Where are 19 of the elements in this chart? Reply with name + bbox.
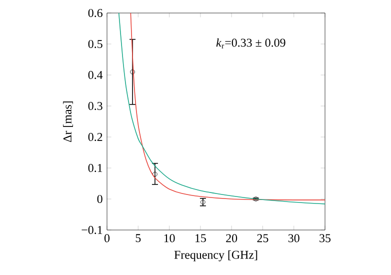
y-tick-label: 0.5 (88, 40, 102, 48)
x-axis-title: Frequency [GHz] (174, 250, 258, 262)
y-tick-label: 0.6 (88, 8, 102, 18)
y-tick-label: 0 (97, 194, 102, 204)
y-tick-label: 0.3 (88, 102, 102, 110)
x-tick-label: 0 (104, 234, 110, 242)
x-tick-label: 5 (136, 234, 141, 242)
x-tick-label: 10 (164, 234, 175, 242)
y-tick-label: 0.1 (88, 164, 102, 172)
y-tick-label: 0.4 (88, 70, 103, 80)
x-tick-label: 35 (320, 234, 331, 242)
x-tick-label: 30 (288, 234, 300, 242)
annotation: k$_{r}$=0.33 ± 0.09 (216, 38, 286, 48)
x-tick-label: 20 (226, 234, 238, 242)
x-tick-label: 15 (196, 234, 206, 242)
x-tick-label: 25 (257, 234, 268, 242)
y-axis-title: Δr [mas] (63, 101, 73, 142)
y-tick-label: 0.2 (88, 132, 102, 142)
y-tick-label: −0.1 (82, 226, 102, 234)
